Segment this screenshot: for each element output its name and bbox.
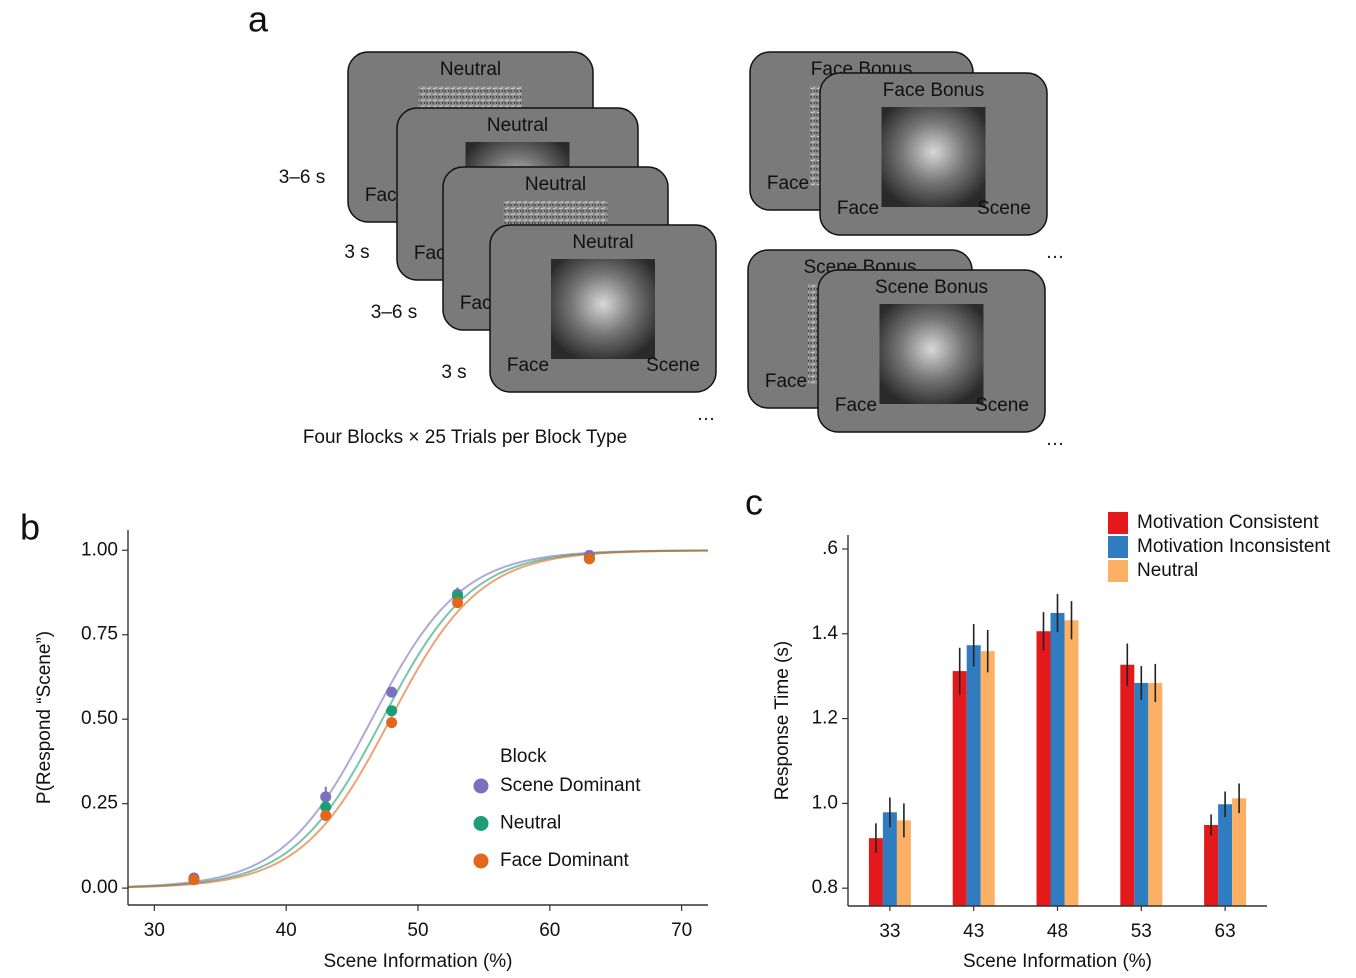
duration-label: 3 s bbox=[441, 362, 466, 383]
legend-marker bbox=[473, 816, 489, 831]
legend-marker bbox=[473, 853, 489, 869]
response-label: Scene bbox=[977, 198, 1031, 219]
stimulus-image bbox=[551, 259, 655, 359]
legend-marker bbox=[473, 778, 489, 794]
response-label: Scene bbox=[975, 395, 1029, 416]
x-tick-label: 30 bbox=[144, 920, 165, 941]
legend-label: Motivation Inconsistent bbox=[1137, 536, 1331, 557]
stimulus-card: Scene Bonus Face Scene bbox=[817, 269, 1046, 433]
response-label: Face bbox=[765, 371, 807, 392]
fit-curve bbox=[127, 549, 708, 888]
bar bbox=[1064, 620, 1079, 906]
y-tick-label: 0.00 bbox=[81, 877, 118, 898]
bar bbox=[1134, 682, 1149, 906]
card-title: Neutral bbox=[487, 115, 548, 136]
ellipsis: … bbox=[1046, 429, 1065, 450]
y-tick-label: 0.8 bbox=[812, 877, 838, 898]
panel-label: a bbox=[248, 0, 269, 40]
x-tick-label: 70 bbox=[671, 920, 692, 941]
stimulus-image bbox=[881, 107, 986, 207]
response-label: Face bbox=[767, 173, 809, 194]
legend-swatch bbox=[1108, 536, 1128, 558]
x-tick-label: 60 bbox=[539, 920, 560, 941]
bar bbox=[1218, 804, 1233, 906]
y-tick-label: 0.75 bbox=[81, 624, 118, 645]
y-axis-label: P(Respond “Scene”) bbox=[34, 631, 55, 804]
data-point bbox=[386, 686, 398, 698]
y-tick-label: .6 bbox=[822, 538, 838, 559]
bar bbox=[1148, 682, 1163, 906]
legend-label: Motivation Consistent bbox=[1137, 512, 1319, 533]
stimulus-image bbox=[879, 304, 984, 404]
bar bbox=[952, 671, 967, 906]
x-tick-label: 40 bbox=[276, 920, 297, 941]
fit-curve bbox=[128, 549, 708, 889]
card-title: Face Bonus bbox=[883, 80, 984, 101]
data-point bbox=[188, 874, 200, 886]
x-tick-label: 48 bbox=[1047, 921, 1068, 942]
response-label: Face bbox=[507, 355, 549, 376]
card-title: Neutral bbox=[525, 174, 586, 195]
data-point bbox=[320, 791, 332, 803]
legend-label: Face Dominant bbox=[500, 850, 630, 871]
y-tick-label: 0.50 bbox=[81, 708, 118, 729]
data-point bbox=[386, 705, 398, 717]
x-axis-label: Scene Information (%) bbox=[323, 951, 512, 972]
y-tick-label: 0.25 bbox=[81, 793, 118, 814]
x-tick-label: 43 bbox=[963, 921, 984, 942]
panel-label: b bbox=[20, 507, 40, 548]
data-point bbox=[386, 717, 398, 729]
ellipsis: … bbox=[1046, 242, 1065, 263]
legend-label: Neutral bbox=[1137, 560, 1198, 581]
data-point bbox=[320, 801, 332, 813]
response-label: Face bbox=[837, 198, 879, 219]
duration-label: 3–6 s bbox=[279, 167, 325, 188]
data-point bbox=[320, 809, 332, 821]
bar bbox=[868, 838, 883, 906]
caption: Four Blocks × 25 Trials per Block Type bbox=[303, 427, 627, 448]
bar bbox=[1120, 664, 1135, 906]
y-tick-label: 1.4 bbox=[812, 623, 839, 644]
legend-label: Scene Dominant bbox=[500, 775, 641, 796]
panel-label: c bbox=[745, 482, 763, 523]
card-title: Neutral bbox=[440, 59, 501, 80]
bar bbox=[1204, 825, 1219, 906]
bar bbox=[980, 651, 995, 906]
x-tick-label: 50 bbox=[407, 920, 428, 941]
response-label: Scene bbox=[646, 355, 700, 376]
legend-swatch bbox=[1108, 560, 1128, 582]
data-point bbox=[452, 597, 464, 609]
y-axis-label: Response Time (s) bbox=[772, 641, 793, 800]
ellipsis: … bbox=[697, 404, 716, 425]
duration-label: 3–6 s bbox=[371, 302, 417, 323]
bar bbox=[896, 820, 911, 906]
legend-swatch bbox=[1108, 512, 1128, 534]
stimulus-card: Face Bonus Face Scene bbox=[819, 72, 1048, 236]
x-tick-label: 33 bbox=[879, 921, 900, 942]
stimulus-card: Neutral Face Scene bbox=[489, 224, 717, 393]
card-title: Neutral bbox=[572, 232, 633, 253]
bar bbox=[1232, 798, 1247, 906]
data-point bbox=[583, 553, 595, 565]
fit-curve bbox=[127, 549, 708, 888]
bar bbox=[1036, 631, 1051, 906]
duration-label: 3 s bbox=[344, 242, 369, 263]
y-tick-label: 1.00 bbox=[81, 539, 118, 560]
legend-title: Block bbox=[500, 746, 547, 767]
bar bbox=[1050, 613, 1065, 906]
y-tick-label: 1.2 bbox=[812, 708, 838, 729]
card-title: Scene Bonus bbox=[875, 277, 988, 298]
response-label: Face bbox=[835, 395, 877, 416]
bar bbox=[966, 645, 981, 906]
x-tick-label: 63 bbox=[1215, 921, 1236, 942]
legend-label: Neutral bbox=[500, 813, 561, 834]
bar bbox=[882, 812, 897, 906]
y-tick-label: 1.0 bbox=[812, 792, 838, 813]
x-axis-label: Scene Information (%) bbox=[963, 951, 1152, 972]
x-tick-label: 53 bbox=[1131, 921, 1152, 942]
